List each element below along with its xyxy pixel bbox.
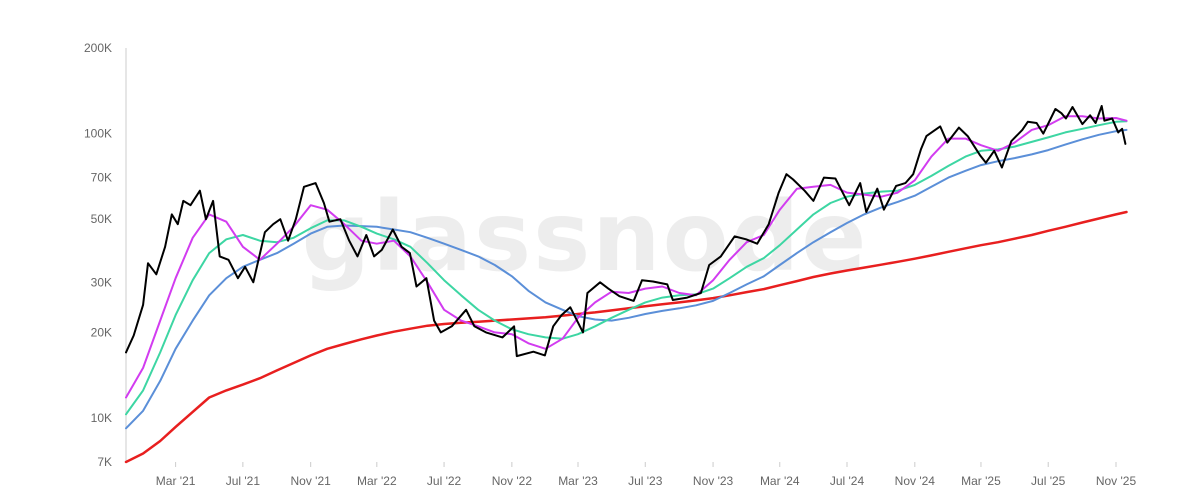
y-tick-label: 7K <box>97 455 112 469</box>
x-tick-label: Nov '23 <box>693 474 734 488</box>
y-tick-label: 20K <box>91 325 112 339</box>
x-tick-label: Jul '25 <box>1031 474 1066 488</box>
series-lines <box>124 105 1128 464</box>
y-tick-label: 200K <box>84 41 112 55</box>
x-tick-label: Jul '21 <box>226 474 261 488</box>
y-tick-label: 30K <box>91 275 112 289</box>
ma-blue-line <box>125 128 1128 430</box>
x-tick-label: Nov '25 <box>1096 474 1137 488</box>
x-tick-label: Mar '25 <box>961 474 1001 488</box>
x-tick-label: Mar '22 <box>357 474 397 488</box>
x-tick-label: Nov '21 <box>291 474 332 488</box>
x-tick-label: Mar '21 <box>156 474 196 488</box>
y-tick-label: 70K <box>91 171 112 185</box>
x-tick-label: Jul '23 <box>628 474 663 488</box>
x-tick-label: Jul '22 <box>427 474 462 488</box>
price-line <box>125 105 1127 358</box>
x-tick-label: Jul '24 <box>830 474 865 488</box>
x-tick-label: Mar '24 <box>760 474 800 488</box>
x-tick-label: Mar '23 <box>558 474 598 488</box>
y-tick-label: 10K <box>91 411 112 425</box>
ma-green-line <box>125 120 1128 416</box>
x-tick-label: Nov '24 <box>895 474 936 488</box>
y-tick-label: 100K <box>84 127 112 141</box>
x-axis-ticks: Mar '21 Jul '21 Nov '21 Mar '22 Jul '22 Nov '… <box>156 462 1137 488</box>
ma-red-line <box>124 210 1128 464</box>
y-axis-ticks: 200K 100K 70K 50K 30K 20K 10K 7K <box>84 41 112 469</box>
x-tick-label: Nov '22 <box>492 474 533 488</box>
y-tick-label: 50K <box>91 212 112 226</box>
